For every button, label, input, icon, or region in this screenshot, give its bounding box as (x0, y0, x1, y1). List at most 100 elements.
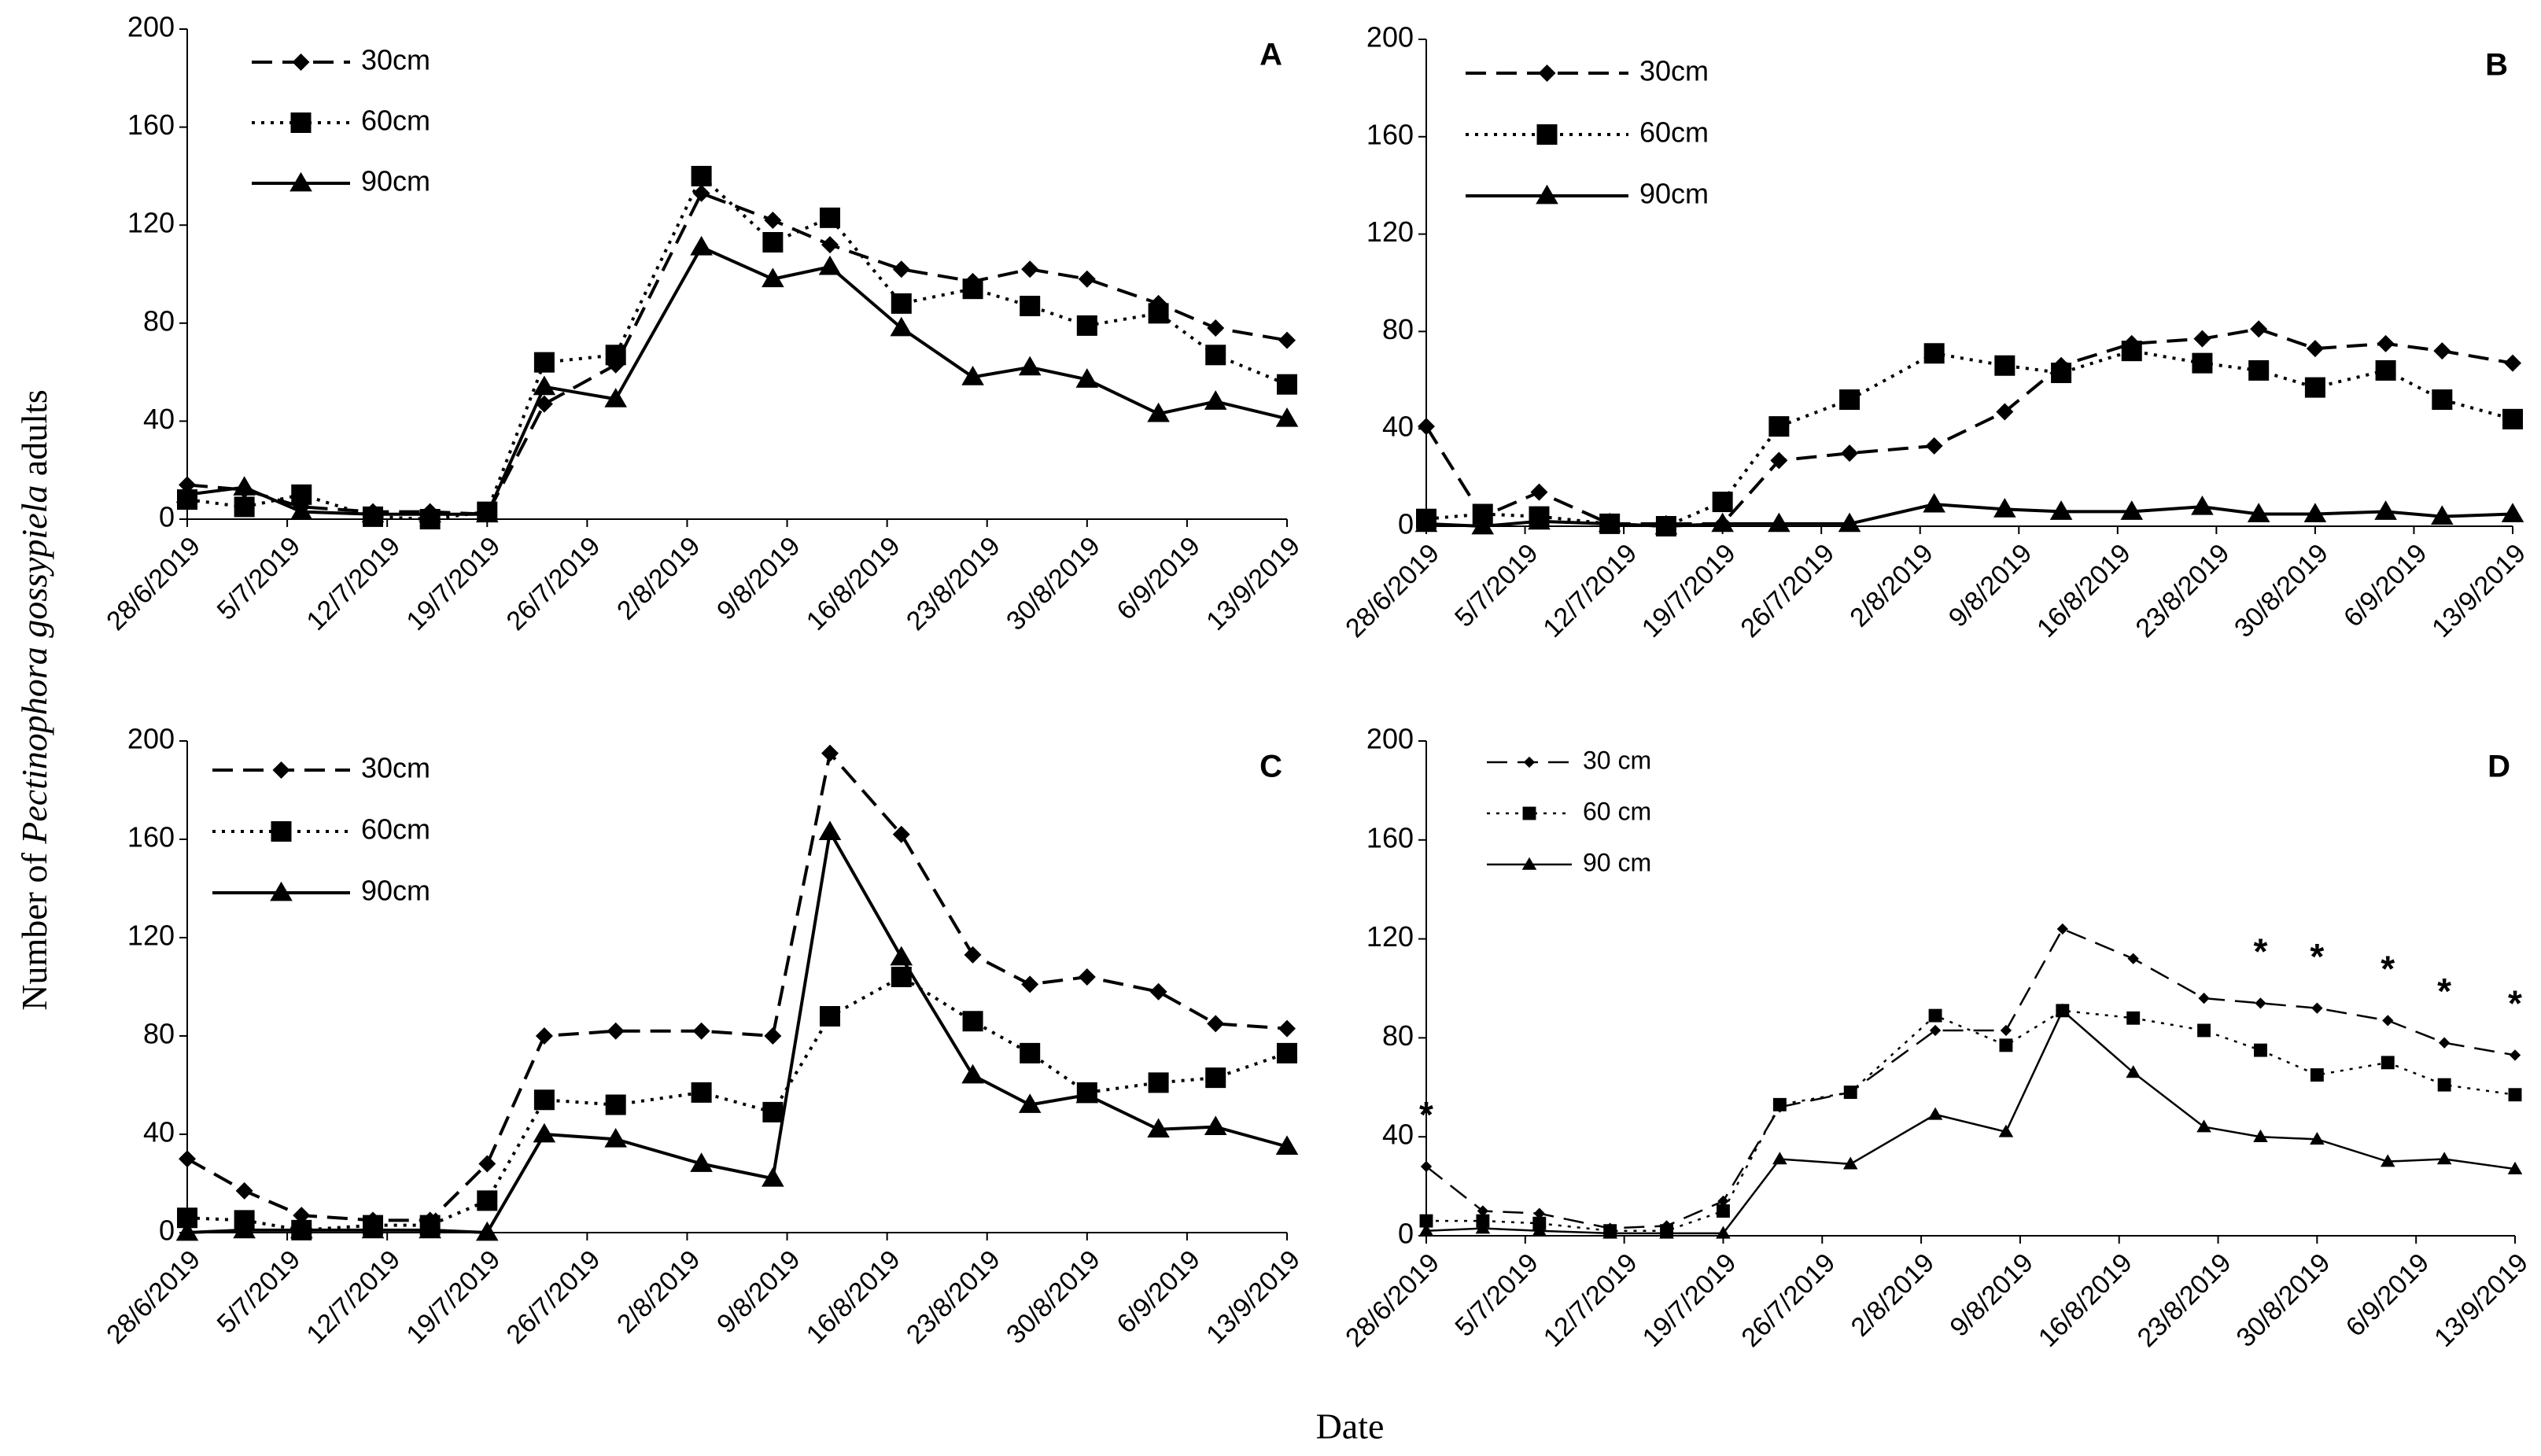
x-tick-label: 28/6/2019 (101, 1244, 206, 1350)
x-tick-label: 12/7/2019 (301, 531, 406, 636)
x-tick-label: 9/8/2019 (711, 531, 806, 625)
marker-triangle (475, 1221, 499, 1241)
y-tick-label: 120 (127, 207, 175, 239)
marker-square (1476, 1214, 1490, 1228)
legend-marker (290, 171, 312, 192)
marker-diamond (2198, 992, 2210, 1004)
marker-diamond (2311, 1002, 2323, 1014)
marker-triangle (2126, 1065, 2141, 1078)
x-tick-label: 12/7/2019 (1538, 1248, 1643, 1353)
marker-diamond (2509, 1049, 2521, 1061)
legend-marker (1522, 806, 1536, 820)
marker-square (2508, 1088, 2522, 1102)
x-tick-label: 30/8/2019 (2231, 1248, 2336, 1353)
x-tick-label: 16/8/2019 (2033, 1248, 2138, 1353)
y-tick-label: 80 (143, 304, 175, 337)
marker-diamond (1078, 968, 1096, 986)
marker-square (820, 1006, 841, 1027)
marker-diamond (1021, 975, 1039, 993)
series-line (1425, 503, 2513, 529)
marker-triangle (2120, 500, 2144, 520)
marker-diamond (1841, 444, 1859, 463)
marker-triangle (1654, 514, 1678, 535)
legend-marker (1536, 184, 1558, 205)
y-tick-label: 80 (143, 1018, 175, 1050)
marker-triangle (175, 1221, 199, 1241)
marker-diamond (2127, 953, 2139, 964)
legend-label: 90cm (1639, 178, 1709, 210)
marker-diamond (2000, 1024, 2012, 1037)
y-tick-label: 160 (1366, 821, 1414, 853)
x-tick-label: 13/9/2019 (1200, 531, 1306, 636)
legend-label: 60cm (361, 813, 430, 846)
marker-diamond (892, 260, 910, 278)
marker-square (2375, 359, 2396, 381)
marker-square (1928, 1008, 1942, 1023)
marker-diamond (1533, 1207, 1545, 1219)
marker-square (1768, 416, 1790, 437)
marker-square (605, 345, 626, 366)
x-tick-label: 13/9/2019 (2426, 538, 2532, 643)
marker-triangle (1204, 1115, 1227, 1136)
marker-triangle (604, 1127, 627, 1148)
marker-diamond (2438, 1037, 2451, 1049)
marker-square (234, 496, 255, 518)
marker-square (533, 1089, 555, 1111)
y-tick-label: 120 (1366, 920, 1414, 953)
marker-diamond (2306, 340, 2324, 358)
panel-label: D (2488, 750, 2510, 784)
marker-triangle (233, 1218, 256, 1239)
panel-label: B (2485, 48, 2508, 83)
marker-square (1772, 1097, 1787, 1111)
legend-label: 90 cm (1583, 848, 1651, 876)
marker-diamond (179, 1150, 196, 1168)
annotation: * (2437, 971, 2451, 1012)
marker-diamond (1929, 1024, 1942, 1037)
legend-marker (1538, 65, 1556, 82)
y-tick-label: 80 (1382, 313, 1414, 345)
marker-diamond (1207, 319, 1225, 337)
y-tick-label: 0 (1398, 1218, 1414, 1250)
y-tick-label: 40 (1382, 1119, 1414, 1151)
marker-diamond (2250, 320, 2268, 338)
annotation: * (2508, 983, 2522, 1024)
marker-square (1717, 1204, 1730, 1218)
marker-diamond (964, 945, 982, 964)
marker-diamond (235, 1181, 253, 1200)
marker-triangle (2196, 1119, 2211, 1133)
x-tick-label: 19/7/2019 (400, 531, 506, 636)
x-tick-label: 2/8/2019 (611, 531, 706, 625)
x-tick-label: 6/9/2019 (2338, 538, 2432, 632)
marker-triangle (290, 500, 313, 521)
legend-marker (272, 761, 290, 779)
marker-triangle (1768, 512, 1791, 533)
x-tick-label: 2/8/2019 (1846, 1248, 1940, 1342)
x-axis-label: Date (1316, 1406, 1385, 1447)
marker-diamond (892, 825, 910, 843)
x-tick-label: 23/8/2019 (901, 1244, 1006, 1350)
x-tick-label: 28/6/2019 (1340, 1248, 1445, 1353)
x-tick-label: 19/7/2019 (1637, 1248, 1743, 1353)
marker-diamond (821, 744, 839, 762)
marker-triangle (1838, 512, 1861, 533)
x-tick-label: 28/6/2019 (1340, 538, 1445, 643)
marker-diamond (2433, 342, 2451, 360)
marker-triangle (361, 503, 385, 523)
marker-diamond (1207, 1015, 1225, 1033)
annotation: * (2254, 931, 2268, 972)
marker-square (2192, 352, 2213, 374)
marker-square (2304, 377, 2325, 398)
x-tick-label: 30/8/2019 (2229, 538, 2334, 643)
x-tick-label: 26/7/2019 (1735, 538, 1840, 643)
marker-square (891, 293, 912, 314)
marker-triangle (1414, 512, 1438, 533)
marker-square (1277, 1042, 1297, 1063)
marker-triangle (818, 255, 842, 275)
marker-diamond (1278, 331, 1296, 349)
marker-triangle (1923, 492, 1945, 513)
marker-triangle (890, 945, 913, 966)
marker-square (1277, 374, 1297, 395)
marker-triangle (1475, 1221, 1491, 1234)
marker-diamond (2382, 1015, 2394, 1027)
marker-diamond (1770, 452, 1788, 470)
